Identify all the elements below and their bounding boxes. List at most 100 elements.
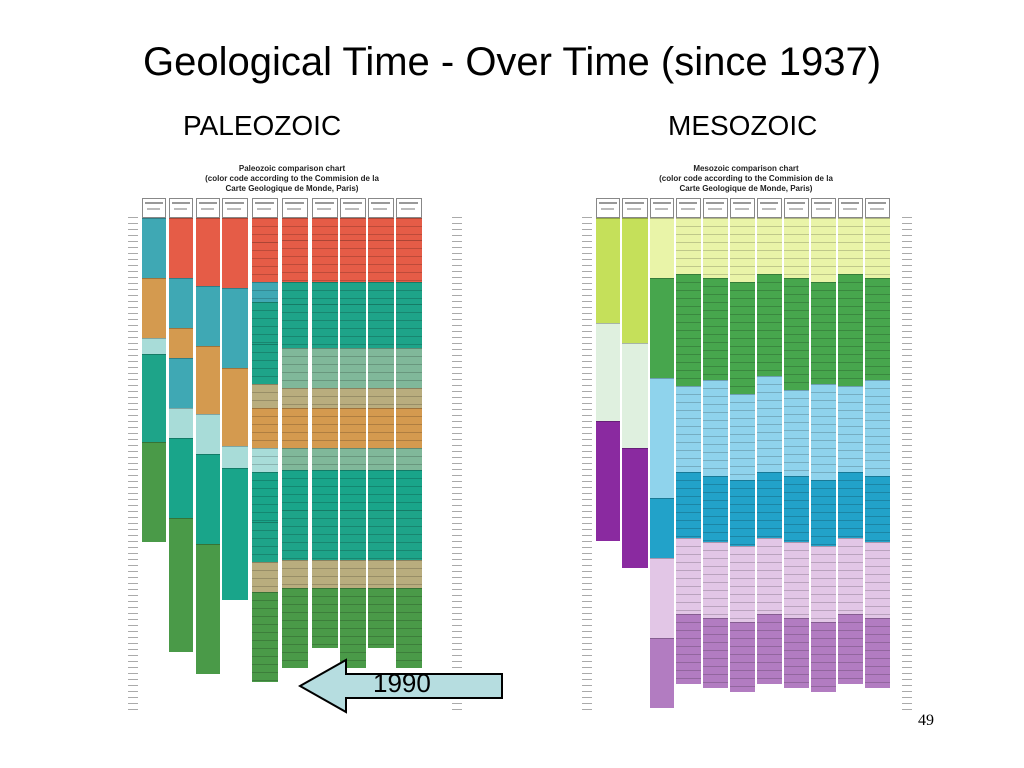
paleozoic-band bbox=[169, 358, 193, 408]
mesozoic-header-text bbox=[653, 202, 671, 204]
paleozoic-band bbox=[396, 560, 422, 588]
paleozoic-band bbox=[169, 438, 193, 518]
mesozoic-band bbox=[757, 614, 782, 684]
paleozoic-band bbox=[312, 218, 338, 240]
paleozoic-band bbox=[396, 240, 422, 282]
mesozoic-band bbox=[650, 638, 674, 708]
mesozoic-header-text bbox=[843, 208, 857, 210]
paleozoic-band bbox=[252, 282, 278, 302]
mesozoic-column bbox=[811, 218, 836, 720]
mesozoic-band bbox=[757, 472, 782, 538]
paleozoic-header-text bbox=[147, 208, 161, 210]
paleozoic-column bbox=[222, 218, 248, 720]
paleozoic-band bbox=[340, 470, 366, 510]
arrow-icon bbox=[298, 658, 503, 714]
paleozoic-band bbox=[340, 304, 366, 348]
paleozoic-band bbox=[396, 588, 422, 668]
paleozoic-band bbox=[368, 304, 394, 348]
mesozoic-band bbox=[650, 558, 674, 638]
paleozoic-column-header bbox=[196, 198, 220, 218]
mesozoic-band bbox=[757, 218, 782, 274]
paleozoic-band bbox=[282, 218, 308, 240]
paleozoic-band bbox=[252, 448, 278, 472]
paleozoic-header-text bbox=[287, 208, 302, 210]
mesozoic-header-text bbox=[816, 208, 830, 210]
mesozoic-band bbox=[730, 546, 755, 622]
paleozoic-band bbox=[312, 282, 338, 304]
mesozoic-header-text bbox=[706, 202, 725, 204]
paleozoic-column bbox=[368, 218, 394, 720]
arrow-label: 1990 bbox=[373, 668, 431, 698]
paleozoic-column-header bbox=[312, 198, 338, 218]
paleozoic-band bbox=[396, 388, 422, 408]
paleozoic-header-text bbox=[174, 208, 188, 210]
paleozoic-band bbox=[368, 470, 394, 510]
paleozoic-chart-subtitle-2: Carte Geologique de Monde, Paris) bbox=[225, 184, 359, 193]
paleozoic-header-text bbox=[227, 208, 242, 210]
paleozoic-comparison-chart: Paleozoic comparison chart (color code a… bbox=[122, 160, 462, 735]
paleozoic-header-text bbox=[317, 208, 332, 210]
mesozoic-band bbox=[784, 542, 809, 618]
paleozoic-band bbox=[340, 560, 366, 588]
mesozoic-band bbox=[838, 386, 863, 472]
mesozoic-band bbox=[838, 538, 863, 614]
mesozoic-band bbox=[676, 274, 701, 386]
mesozoic-band bbox=[784, 278, 809, 390]
paleozoic-header-text bbox=[399, 202, 419, 204]
paleozoic-column-header bbox=[396, 198, 422, 218]
paleozoic-band bbox=[396, 510, 422, 560]
paleozoic-column-header bbox=[252, 198, 278, 218]
mesozoic-header-text bbox=[599, 202, 617, 204]
paleozoic-header-text bbox=[255, 202, 275, 204]
mesozoic-column bbox=[596, 218, 620, 720]
paleozoic-band bbox=[252, 562, 278, 592]
paleozoic-chart-title: Paleozoic comparison chart bbox=[238, 164, 346, 173]
paleozoic-band bbox=[196, 454, 220, 544]
paleozoic-band bbox=[142, 442, 166, 542]
paleozoic-band bbox=[340, 240, 366, 282]
paleozoic-band bbox=[252, 384, 278, 408]
paleozoic-band bbox=[252, 242, 278, 282]
paleozoic-ruler bbox=[452, 212, 462, 712]
mesozoic-band bbox=[811, 384, 836, 480]
paleozoic-band bbox=[312, 240, 338, 282]
paleozoic-band bbox=[368, 588, 394, 648]
paleozoic-band bbox=[340, 588, 366, 668]
paleozoic-header-text bbox=[345, 208, 360, 210]
mesozoic-band bbox=[650, 498, 674, 558]
mesozoic-band bbox=[676, 386, 701, 472]
paleozoic-band bbox=[368, 510, 394, 560]
paleozoic-band bbox=[252, 522, 278, 562]
paleozoic-band bbox=[312, 408, 338, 448]
paleozoic-band bbox=[340, 388, 366, 408]
paleozoic-band bbox=[312, 588, 338, 648]
mesozoic-header-text bbox=[870, 208, 884, 210]
mesozoic-band bbox=[838, 274, 863, 386]
mesozoic-band bbox=[865, 618, 890, 688]
paleozoic-band bbox=[340, 282, 366, 304]
paleozoic-band bbox=[368, 408, 394, 448]
paleozoic-heading: PALEOZOIC bbox=[183, 110, 342, 141]
paleozoic-band bbox=[396, 304, 422, 348]
mesozoic-band bbox=[596, 218, 620, 323]
paleozoic-band bbox=[169, 328, 193, 358]
paleozoic-band bbox=[282, 510, 308, 560]
slide-title: Geological Time - Over Time (since 1937) bbox=[142, 40, 882, 84]
mesozoic-heading: MESOZOIC bbox=[668, 110, 818, 141]
mesozoic-band bbox=[676, 472, 701, 538]
paleozoic-band bbox=[169, 218, 193, 278]
paleozoic-header-text bbox=[145, 202, 163, 204]
page-number: 49 bbox=[918, 712, 934, 729]
mesozoic-header-text bbox=[627, 208, 642, 210]
paleozoic-band bbox=[169, 278, 193, 328]
mesozoic-column-header bbox=[784, 198, 809, 218]
mesozoic-band bbox=[757, 538, 782, 614]
mesozoic-header-text bbox=[868, 202, 887, 204]
mesozoic-band bbox=[811, 282, 836, 384]
paleozoic-column-header bbox=[282, 198, 308, 218]
paleozoic-band bbox=[196, 414, 220, 454]
mesozoic-column bbox=[757, 218, 782, 720]
paleozoic-band bbox=[340, 348, 366, 388]
mesozoic-column bbox=[622, 218, 648, 720]
paleozoic-column bbox=[252, 218, 278, 720]
